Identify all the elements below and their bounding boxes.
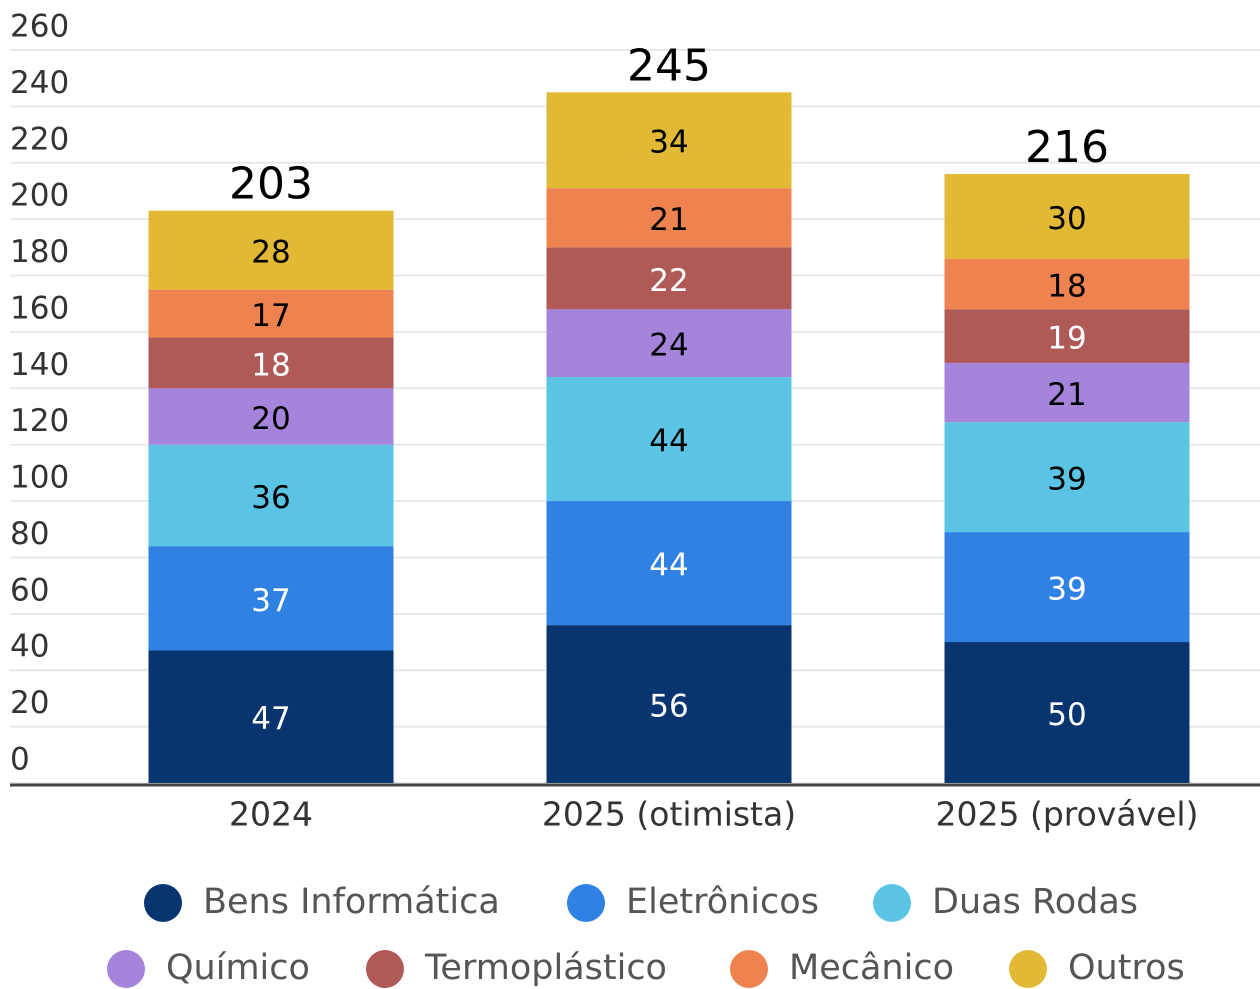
bar-segment [944,362,1190,423]
x-tick-label: 2025 (otimista) [542,795,796,834]
value-label: 47 [251,701,290,737]
legend-marker [567,884,605,922]
value-label: 18 [251,347,290,383]
value-label: 19 [1047,321,1086,357]
bar-segment [546,92,792,189]
total-label: 245 [627,40,711,91]
legend-label: Termoplástico [424,948,667,988]
y-tick-label: 100 [10,460,69,496]
bar-segment [944,642,1190,783]
bar-segment [944,174,1190,259]
x-tick-label: 2024 [229,795,313,834]
bar-segment [546,309,792,378]
value-label: 56 [649,689,688,725]
value-label: 30 [1047,201,1086,237]
value-label: 17 [251,298,290,334]
x-tick-label: 2025 (provável) [936,795,1199,834]
y-tick-label: 140 [10,347,69,383]
bar-segment [546,625,792,783]
y-tick-label: 200 [10,178,69,214]
value-label: 50 [1047,697,1086,733]
value-label: 44 [649,548,688,584]
legend-label: Duas Rodas [932,882,1138,922]
bar-segment [546,247,792,310]
value-label: 37 [251,583,290,619]
bar-segment [148,289,394,338]
bar-segment [148,444,394,547]
bar-segment [944,532,1190,643]
legend-label: Químico [166,948,310,988]
bar-segment [148,210,394,290]
legend-label: Mecânico [789,948,954,988]
value-label: 34 [649,125,688,161]
y-tick-label: 160 [10,290,69,326]
value-label: 21 [1047,377,1086,413]
bar-segment [148,388,394,445]
y-tick-label: 120 [10,403,69,439]
bar-segment [944,258,1190,310]
bar-segment [148,650,394,783]
legend-marker [144,884,182,922]
legend-marker [873,884,911,922]
value-label: 22 [649,263,688,299]
y-tick-label: 40 [10,629,49,665]
y-tick-label: 20 [10,685,49,721]
value-label: 28 [251,235,290,271]
value-label: 20 [251,401,290,437]
legend-label: Eletrônicos [626,882,819,922]
bar-segment [148,337,394,389]
y-tick-label: 0 [10,742,30,778]
bar-segment [148,546,394,651]
legend-label: Bens Informática [203,882,500,922]
y-tick-label: 180 [10,234,69,270]
y-tick-label: 220 [10,121,69,157]
total-label: 216 [1025,122,1109,173]
value-label: 39 [1047,462,1086,498]
value-label: 18 [1047,268,1086,304]
y-tick-label: 60 [10,572,49,608]
legend-marker [1009,950,1047,988]
value-label: 39 [1047,572,1086,608]
value-label: 36 [251,480,290,516]
legend-marker [730,950,768,988]
y-tick-label: 80 [10,516,49,552]
value-label: 44 [649,424,688,460]
bar-segment [944,422,1190,533]
legend-marker [366,950,404,988]
y-tick-label: 260 [10,9,69,45]
bar-segment [546,377,792,502]
value-label: 21 [649,202,688,238]
value-label: 24 [649,328,688,364]
bar-segment [546,501,792,626]
legend-marker [107,950,145,988]
bar-segment [546,188,792,248]
legend-label: Outros [1068,948,1185,988]
y-tick-label: 240 [10,65,69,101]
bar-segment [944,309,1190,363]
total-label: 203 [229,159,313,210]
